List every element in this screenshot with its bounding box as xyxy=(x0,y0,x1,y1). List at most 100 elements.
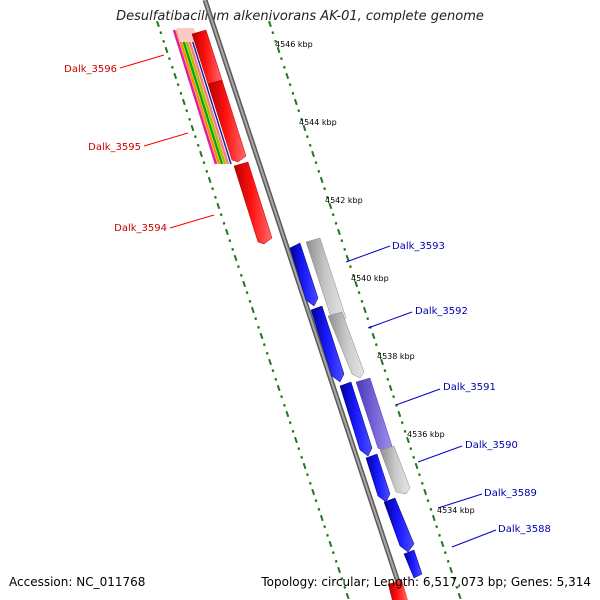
tick-mark xyxy=(386,377,390,381)
tick-mark xyxy=(414,462,419,470)
tick-mark xyxy=(349,265,352,269)
tick-mark xyxy=(311,488,316,496)
tick-mark xyxy=(351,273,355,277)
tick-mark xyxy=(340,577,344,581)
tick-mark xyxy=(245,291,249,295)
gene-label-dalk-3593[interactable]: Dalk_3593 xyxy=(392,241,445,252)
tick-mark xyxy=(340,239,344,243)
gene-arrow-dalk-3595[interactable] xyxy=(207,79,247,163)
tick-mark xyxy=(300,455,304,459)
tick-mark xyxy=(188,117,192,121)
tick-mark xyxy=(397,410,402,418)
tick-mark xyxy=(274,377,278,381)
tick-mark xyxy=(250,306,255,314)
tick-mark xyxy=(297,109,301,113)
gene-arrow-dalk-3589[interactable] xyxy=(383,497,415,553)
tick-mark xyxy=(366,317,370,321)
tick-mark xyxy=(159,31,163,35)
tick-mark xyxy=(291,91,295,95)
tick-mark xyxy=(280,395,283,399)
tick-mark xyxy=(331,213,335,217)
tick-mark xyxy=(285,72,290,80)
tick-mark xyxy=(306,473,309,477)
tick-mark xyxy=(314,161,318,165)
tick-mark xyxy=(308,481,312,485)
tick-mark xyxy=(403,429,407,433)
tick-mark xyxy=(420,481,424,485)
tick-mark xyxy=(400,421,404,425)
tick-mark xyxy=(259,332,264,340)
tick-mark xyxy=(283,403,286,407)
tick-mark xyxy=(248,299,252,303)
tick-mark xyxy=(326,195,329,199)
tick-mark xyxy=(446,559,450,563)
tick-mark xyxy=(345,592,350,600)
gene-arrow-dalk-3591[interactable] xyxy=(339,381,373,457)
tick-mark xyxy=(440,540,445,548)
tick-mark xyxy=(319,514,324,522)
tick-mark xyxy=(237,265,240,269)
tick-mark xyxy=(371,332,376,340)
tick-mark xyxy=(202,161,206,165)
tick-mark xyxy=(291,429,295,433)
genome-info-text: Topology: circular; Length: 6,517,073 bp… xyxy=(261,575,591,589)
gene-label-dalk-3590[interactable]: Dalk_3590 xyxy=(465,440,518,451)
tick-mark xyxy=(412,455,416,459)
tick-mark xyxy=(334,559,338,563)
tick-mark xyxy=(323,187,327,191)
scale-label: 4534 kbp xyxy=(437,506,475,515)
gene-arrow-dalk-3592[interactable] xyxy=(310,305,345,383)
tick-mark xyxy=(219,213,223,217)
tick-mark xyxy=(314,499,318,503)
tick-mark xyxy=(302,124,307,132)
tick-mark xyxy=(331,551,335,555)
gene-label-dalk-3591[interactable]: Dalk_3591 xyxy=(443,382,496,393)
tick-mark xyxy=(207,176,212,184)
gene-label-dalk-3596[interactable]: Dalk_3596 xyxy=(64,64,117,75)
tick-mark xyxy=(271,31,275,35)
gene-label-dalk-3589[interactable]: Dalk_3589 xyxy=(484,488,537,499)
tick-mark xyxy=(429,507,433,511)
feature-stripes xyxy=(172,28,232,165)
tick-mark xyxy=(443,551,447,555)
gene-label-dalk-3592[interactable]: Dalk_3592 xyxy=(415,306,468,317)
gene-label-dalk-3588[interactable]: Dalk_3588 xyxy=(498,524,551,535)
reverse-genes xyxy=(191,29,408,600)
gene-label-dalk-3595[interactable]: Dalk_3595 xyxy=(88,142,141,153)
tick-mark xyxy=(222,221,226,225)
gene-labels: Dalk_3596 Dalk_3595 Dalk_3594 Dalk_3593 … xyxy=(64,64,551,535)
tick-mark xyxy=(168,57,171,61)
tick-mark xyxy=(170,65,174,69)
tick-mark xyxy=(317,507,321,511)
tick-mark xyxy=(294,436,298,444)
tick-mark xyxy=(308,143,312,147)
backbone xyxy=(202,0,407,600)
tick-mark xyxy=(196,143,200,147)
tick-mark xyxy=(285,410,290,418)
tick-mark xyxy=(181,98,186,106)
accession-text: Accession: NC_011768 xyxy=(9,575,146,589)
tick-mark xyxy=(225,228,229,236)
tick-mark xyxy=(319,176,324,184)
tick-mark xyxy=(406,436,410,444)
tick-mark xyxy=(345,254,350,262)
scale-label: 4540 kbp xyxy=(351,274,389,283)
tick-mark xyxy=(179,91,183,95)
tick-mark xyxy=(268,358,272,366)
tick-mark xyxy=(423,488,428,496)
gene-arrow-dalk-3593[interactable] xyxy=(289,242,319,307)
tick-mark xyxy=(360,299,364,303)
tick-mark xyxy=(288,83,292,87)
gene-label-dalk-3594[interactable]: Dalk_3594 xyxy=(114,223,167,234)
gene-arrow-dalk-3588[interactable] xyxy=(403,549,423,579)
tick-mark xyxy=(231,247,235,251)
forward-genes xyxy=(289,242,423,579)
gene-arrow-dalk-3594[interactable] xyxy=(233,161,273,245)
tick-mark xyxy=(239,273,243,277)
tick-mark xyxy=(343,247,347,251)
gene-arrow-dalk-3590[interactable] xyxy=(365,453,391,503)
tick-mark xyxy=(334,221,338,225)
tick-mark xyxy=(242,280,247,288)
tick-mark xyxy=(190,124,195,132)
tick-mark xyxy=(337,228,341,236)
